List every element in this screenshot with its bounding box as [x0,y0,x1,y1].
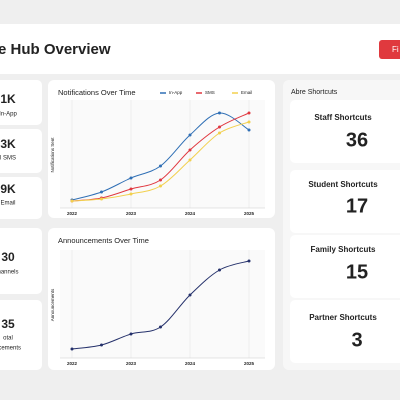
shortcut-label: Staff Shortcuts [314,113,372,122]
shortcut-card [290,100,400,163]
data-point [70,347,74,351]
data-point [218,131,221,135]
data-point [247,120,251,124]
stat-card [0,80,42,125]
shortcut-label: Partner Shortcuts [309,313,377,322]
shortcut-card [290,235,400,298]
stat-label: l SMS [0,156,16,162]
page-title: e Hub Overview [0,41,111,58]
header-bar [0,24,400,74]
chart-title: Notifications Over Time [58,88,136,97]
data-point [129,332,133,336]
data-point [188,148,192,152]
x-tick-label: 2023 [126,211,137,216]
data-point [70,199,74,203]
filter-button-label[interactable]: Fi [392,45,399,54]
stat-value: 9K [0,182,16,196]
data-point [129,192,133,196]
x-tick-label: 2022 [67,361,78,366]
data-point [159,164,162,168]
stat-card [0,300,42,370]
data-point [159,325,162,329]
stat-card [0,177,42,219]
data-point [247,259,251,263]
x-tick-label: 2023 [126,361,137,366]
data-point [100,343,103,347]
data-point [159,184,162,188]
data-point [129,187,133,191]
plot-area [60,250,265,358]
data-point [247,128,251,132]
y-axis-label: Announcements [50,288,55,321]
shortcut-label: Student Shortcuts [308,180,378,189]
data-point [129,176,133,180]
shortcut-label: Family Shortcuts [311,245,376,254]
x-tick-label: 2024 [185,211,196,216]
stat-value: 1K [0,92,16,106]
data-point [218,125,221,129]
stat-value: 35 [1,317,15,331]
data-point [247,111,251,115]
stat-label: hannels [0,270,19,276]
stat-card [0,129,42,173]
shortcut-card [290,170,400,233]
y-axis-label: Notifications Sent [50,137,55,173]
shortcut-value: 17 [346,195,368,217]
stat-card [0,228,42,294]
shortcut-value: 3 [351,329,362,351]
data-point [218,268,221,272]
data-point [188,293,192,297]
x-tick-label: 2025 [244,211,255,216]
stat-value: 30 [1,250,15,264]
legend-label: Email [241,90,252,95]
shortcut-value: 15 [346,261,368,283]
shortcuts-title: Abre Shortcuts [291,89,338,96]
shortcut-card [290,300,400,363]
plot-area [60,100,265,208]
legend-label: In-App [169,90,183,95]
stat-label: Email [0,201,15,207]
stat-value: 3K [0,137,16,151]
data-point [218,111,221,115]
x-tick-label: 2024 [185,361,196,366]
stat-label: In-App [0,112,17,118]
filter-button[interactable] [379,40,400,59]
stat-label: ncements [0,346,21,352]
data-point [188,158,192,162]
x-tick-label: 2022 [67,211,78,216]
legend-label: SMS [205,90,215,95]
data-point [100,190,103,194]
stat-label: otal [3,336,13,342]
data-point [159,178,162,182]
data-point [188,133,192,137]
x-tick-label: 2025 [244,361,255,366]
chart-title: Announcements Over Time [58,236,149,245]
data-point [100,197,103,201]
shortcut-value: 36 [346,129,368,151]
